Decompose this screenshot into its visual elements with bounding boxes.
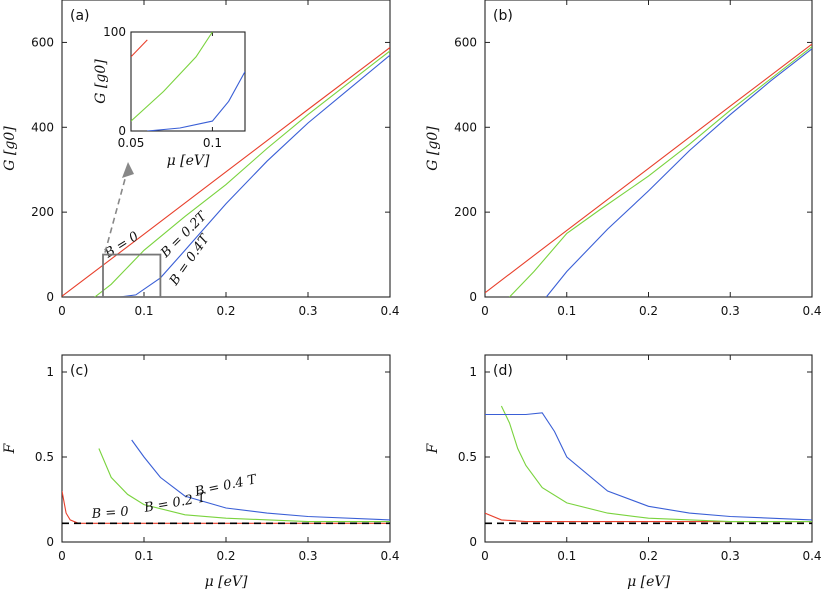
x-axis-label: μ [eV] <box>627 574 670 590</box>
series-line-1 <box>94 50 390 297</box>
series-line-2 <box>545 48 812 297</box>
y-axis-label: G [g0] <box>425 126 441 171</box>
inset-y-label: G [g0] <box>93 59 109 104</box>
y-tick-label: 600 <box>454 35 477 49</box>
y-axis-label: F <box>2 442 18 454</box>
series-line-2 <box>119 54 390 297</box>
series-line-2 <box>485 412 812 521</box>
x-tick-label: 0.2 <box>639 549 658 563</box>
y-tick-label: 0 <box>469 290 477 304</box>
y-tick-label: 400 <box>31 120 54 134</box>
y-tick-label: 0 <box>46 290 54 304</box>
x-tick-label: 0.05 <box>118 136 145 150</box>
panel-a-inset: 0.05 0.1 0 100 G [g0] μ [eV] <box>93 25 246 169</box>
y-tick-label: 1 <box>46 365 54 379</box>
x-tick-label: 0.1 <box>134 549 153 563</box>
x-axis-label: μ [eV] <box>205 574 248 590</box>
x-tick-label: 0 <box>481 304 489 318</box>
y-tick-label: 0.5 <box>458 450 477 464</box>
series-line-1 <box>98 448 390 523</box>
panel-c: 0 0.1 0.2 0.3 0.4 0 0.5 1 (c) Fμ [eV] <box>2 354 400 590</box>
x-tick-label: 0.4 <box>380 304 399 318</box>
panel-d: 0 0.1 0.2 0.3 0.4 0 0.5 1 (d) Fμ [eV] <box>425 354 822 590</box>
y-tick-label: 200 <box>454 205 477 219</box>
series-line-1 <box>131 32 213 122</box>
x-tick-label: 0.1 <box>557 304 576 318</box>
x-tick-label: 0.3 <box>721 549 740 563</box>
panel-label: (b) <box>493 8 513 24</box>
x-tick-label: 0.1 <box>203 136 222 150</box>
series-line-1 <box>509 46 812 297</box>
x-tick-label: 0.3 <box>298 549 317 563</box>
y-tick-label: 200 <box>31 205 54 219</box>
y-tick-label: 100 <box>103 25 126 39</box>
x-tick-label: 0.3 <box>721 304 740 318</box>
plot-frame <box>484 0 813 298</box>
series-line-0 <box>485 43 812 294</box>
x-tick-label: 0.4 <box>802 304 821 318</box>
zoom-box <box>102 253 162 298</box>
y-tick-label: 0 <box>46 535 54 549</box>
x-tick-label: 0.4 <box>802 549 821 563</box>
curve-label-b0: B = 0 <box>101 229 141 262</box>
x-tick-label: 0.2 <box>216 304 235 318</box>
y-tick-label: 0.5 <box>35 450 54 464</box>
x-tick-label: 0 <box>58 549 66 563</box>
x-tick-label: 0.2 <box>216 549 235 563</box>
x-tick-label: 0.3 <box>298 304 317 318</box>
x-tick-label: 0 <box>481 549 489 563</box>
y-tick-label: 400 <box>454 120 477 134</box>
y-tick-label: 600 <box>31 35 54 49</box>
zoom-arrowhead <box>122 162 134 178</box>
y-tick-label: 0 <box>469 535 477 549</box>
x-tick-label: 0.1 <box>557 549 576 563</box>
series-line-1 <box>500 405 812 523</box>
panel-label: (a) <box>70 8 90 24</box>
x-tick-label: 0.1 <box>134 304 153 318</box>
y-axis-label: G [g0] <box>2 126 18 171</box>
plot-frame <box>484 354 813 543</box>
y-tick-label: 0 <box>118 124 126 138</box>
panel-label: (d) <box>493 363 513 379</box>
curve-label-b04: B = 0.4 T <box>193 472 259 500</box>
panel-b: 0 0.1 0.2 0.3 0.4 0 200 400 600 (b) G [g0] <box>425 0 822 318</box>
series-line-2 <box>131 439 390 521</box>
y-axis-label: F <box>425 442 441 454</box>
plot-frame <box>130 31 246 132</box>
panel-a: 0 0.1 0.2 0.3 0.4 0 200 400 600 (a) G [g0] <box>2 0 400 318</box>
y-tick-label: 1 <box>469 365 477 379</box>
x-tick-label: 0 <box>58 304 66 318</box>
series-line-2 <box>147 71 245 131</box>
x-tick-label: 0.4 <box>380 549 399 563</box>
inset-x-label: μ [eV] <box>167 153 210 169</box>
curve-label-b0: B = 0 <box>90 504 129 522</box>
panel-label: (c) <box>70 363 89 379</box>
series-line-0 <box>131 39 148 58</box>
x-tick-label: 0.2 <box>639 304 658 318</box>
zoom-arrow <box>104 167 129 253</box>
